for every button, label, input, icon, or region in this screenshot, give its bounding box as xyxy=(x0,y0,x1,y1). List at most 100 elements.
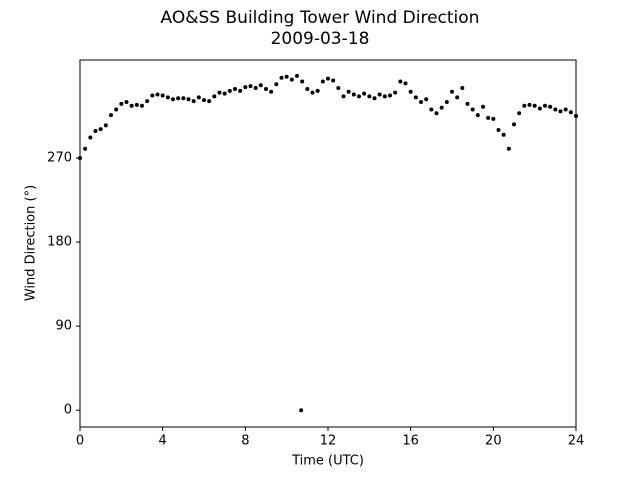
data-point xyxy=(196,95,201,100)
data-point xyxy=(171,97,175,102)
data-point xyxy=(98,127,103,132)
data-point xyxy=(103,123,108,128)
data-point xyxy=(326,76,330,81)
data-point xyxy=(527,102,532,107)
x-tick-label: 0 xyxy=(76,434,84,449)
data-point xyxy=(512,122,516,127)
data-point xyxy=(465,101,470,106)
data-point xyxy=(129,103,134,108)
data-point xyxy=(315,88,320,93)
data-point xyxy=(362,91,367,96)
data-point xyxy=(243,85,248,90)
data-point xyxy=(501,132,506,137)
x-axis-label: Time (UTC) xyxy=(291,454,364,469)
data-point xyxy=(160,93,165,98)
data-point xyxy=(191,99,196,104)
data-point xyxy=(284,74,289,79)
data-point xyxy=(336,86,341,91)
data-point xyxy=(78,156,82,161)
data-point xyxy=(140,103,144,108)
data-point xyxy=(367,94,372,99)
data-point xyxy=(155,92,160,97)
chart-subtitle: 2009-03-18 xyxy=(271,29,370,49)
x-tick-label: 4 xyxy=(159,434,167,449)
data-point xyxy=(351,92,356,97)
data-point xyxy=(460,86,465,91)
data-point xyxy=(341,94,346,99)
data-point xyxy=(517,111,522,116)
data-point xyxy=(295,73,299,78)
chart-title: AO&SS Building Tower Wind Direction xyxy=(161,8,480,28)
data-point xyxy=(413,95,418,100)
x-tick-label: 16 xyxy=(402,434,419,449)
data-point xyxy=(439,105,444,110)
data-point xyxy=(299,408,304,413)
data-point xyxy=(403,81,408,86)
data-point xyxy=(114,107,119,112)
data-point xyxy=(357,94,361,99)
data-point xyxy=(558,109,563,114)
data-point xyxy=(548,104,553,109)
data-point xyxy=(248,84,253,89)
data-point xyxy=(109,113,113,118)
data-point xyxy=(202,98,206,103)
data-point xyxy=(532,103,537,108)
data-point xyxy=(563,107,568,112)
data-point xyxy=(258,83,263,88)
data-point xyxy=(186,97,191,102)
data-point xyxy=(238,88,243,93)
y-tick-label: 0 xyxy=(64,403,72,418)
data-point xyxy=(264,86,268,91)
x-tick-label: 24 xyxy=(568,434,585,449)
data-point xyxy=(274,82,279,87)
data-point xyxy=(331,78,336,83)
data-point xyxy=(88,135,93,140)
data-point xyxy=(227,88,232,93)
data-point xyxy=(176,96,181,101)
data-point xyxy=(305,86,310,91)
data-point xyxy=(491,116,496,121)
data-point xyxy=(496,128,501,133)
data-point xyxy=(398,79,403,84)
data-point xyxy=(300,79,305,84)
data-point xyxy=(346,89,351,94)
data-point xyxy=(537,106,542,111)
data-point xyxy=(450,89,454,94)
data-point xyxy=(377,92,382,97)
data-point xyxy=(382,94,387,99)
data-point xyxy=(372,96,377,101)
data-point xyxy=(455,95,460,100)
y-tick-label: 180 xyxy=(47,235,72,250)
data-point xyxy=(574,114,578,119)
data-point xyxy=(481,104,485,109)
data-point xyxy=(207,99,212,104)
data-point xyxy=(150,93,155,98)
data-point xyxy=(289,77,294,82)
data-point xyxy=(212,94,217,99)
y-tick-label: 90 xyxy=(55,319,72,334)
data-point xyxy=(181,96,186,101)
data-point xyxy=(419,100,423,105)
data-point xyxy=(165,95,170,100)
x-tick-label: 20 xyxy=(485,434,502,449)
data-point xyxy=(424,97,429,102)
data-point xyxy=(388,93,392,98)
data-point xyxy=(444,100,449,105)
data-point xyxy=(506,146,511,151)
data-point xyxy=(486,115,491,120)
data-point xyxy=(124,100,129,105)
data-point xyxy=(134,102,139,107)
data-point xyxy=(393,90,398,95)
data-point xyxy=(310,90,315,95)
data-point xyxy=(434,111,439,116)
data-point xyxy=(269,89,274,94)
data-point xyxy=(119,101,124,106)
data-point xyxy=(522,103,527,108)
data-point xyxy=(553,107,558,112)
y-axis-label: Wind Direction (°) xyxy=(24,185,39,301)
y-tick-label: 270 xyxy=(47,151,72,166)
data-point xyxy=(408,89,413,94)
data-point xyxy=(145,99,150,104)
